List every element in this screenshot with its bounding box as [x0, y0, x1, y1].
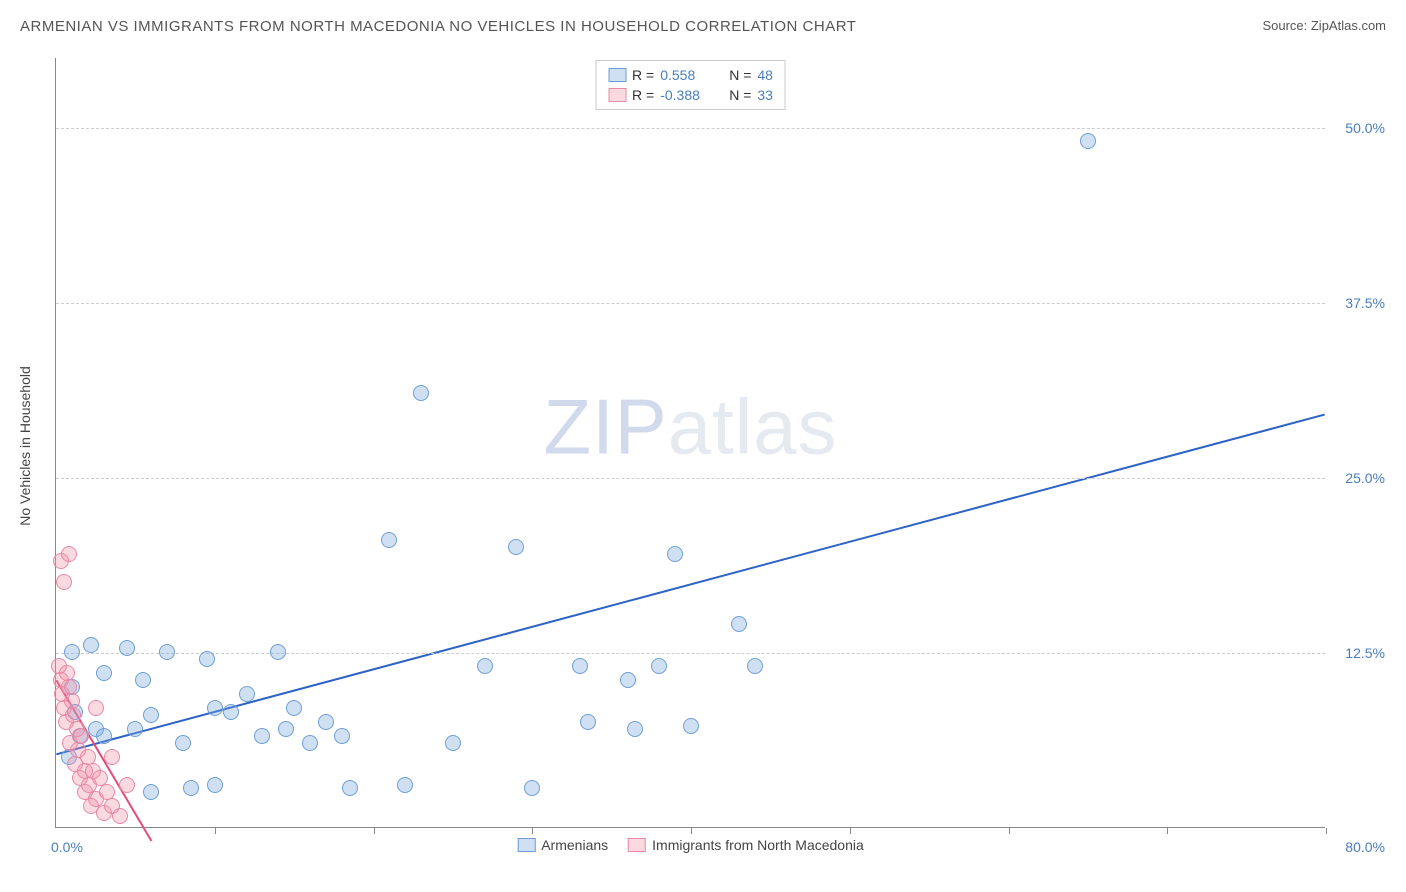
scatter-point: [731, 616, 747, 632]
scatter-point: [96, 728, 112, 744]
x-tick: [1326, 828, 1327, 834]
scatter-point: [83, 637, 99, 653]
series-legend: Armenians Immigrants from North Macedonia: [517, 837, 864, 853]
scatter-point: [302, 735, 318, 751]
legend-n-value: 48: [757, 67, 773, 83]
y-axis-label: No Vehicles in Household: [17, 366, 33, 526]
legend-r-label: R =: [632, 67, 654, 83]
series-legend-item: Armenians: [517, 837, 608, 853]
scatter-point: [334, 728, 350, 744]
scatter-point: [651, 658, 667, 674]
scatter-point: [286, 700, 302, 716]
scatter-point: [683, 718, 699, 734]
legend-row: R = 0.558 N = 48: [608, 65, 773, 85]
scatter-point: [270, 644, 286, 660]
legend-row: R = -0.388 N = 33: [608, 85, 773, 105]
legend-r-label: R =: [632, 87, 654, 103]
trend-line: [56, 415, 1324, 755]
scatter-point: [112, 808, 128, 824]
x-tick: [1167, 828, 1168, 834]
series-label: Immigrants from North Macedonia: [652, 837, 864, 853]
scatter-point: [278, 721, 294, 737]
legend-swatch: [608, 88, 626, 102]
scatter-point: [413, 385, 429, 401]
legend-n-label: N =: [729, 87, 751, 103]
scatter-point: [342, 780, 358, 796]
legend-r-value: 0.558: [660, 67, 715, 83]
scatter-point: [88, 700, 104, 716]
series-legend-item: Immigrants from North Macedonia: [628, 837, 864, 853]
scatter-point: [73, 728, 89, 744]
y-tick-label: 12.5%: [1330, 645, 1385, 661]
scatter-point: [524, 780, 540, 796]
scatter-point: [477, 658, 493, 674]
x-tick-end: 80.0%: [1330, 839, 1385, 855]
scatter-point: [183, 780, 199, 796]
scatter-point: [397, 777, 413, 793]
plot-area: ZIPatlas R =0.558N =48R =-0.388N =33 0.0…: [55, 58, 1325, 828]
scatter-point: [56, 574, 72, 590]
y-tick-label: 50.0%: [1330, 120, 1385, 136]
grid-h: [56, 128, 1325, 129]
scatter-point: [143, 784, 159, 800]
scatter-point: [127, 721, 143, 737]
scatter-point: [580, 714, 596, 730]
scatter-point: [96, 665, 112, 681]
scatter-point: [119, 640, 135, 656]
legend-swatch: [608, 68, 626, 82]
scatter-point: [143, 707, 159, 723]
x-tick: [374, 828, 375, 834]
legend-n-value: 33: [757, 87, 773, 103]
scatter-point: [159, 644, 175, 660]
x-tick: [1009, 828, 1010, 834]
scatter-point: [223, 704, 239, 720]
scatter-point: [199, 651, 215, 667]
scatter-point: [119, 777, 135, 793]
y-tick-label: 37.5%: [1330, 295, 1385, 311]
scatter-point: [572, 658, 588, 674]
scatter-point: [207, 700, 223, 716]
scatter-point: [1080, 133, 1096, 149]
legend-swatch: [628, 838, 646, 852]
legend-swatch: [517, 838, 535, 852]
scatter-point: [239, 686, 255, 702]
x-tick: [215, 828, 216, 834]
grid-h: [56, 303, 1325, 304]
scatter-point: [667, 546, 683, 562]
legend-n-label: N =: [729, 67, 751, 83]
source-label: Source: ZipAtlas.com: [1262, 18, 1386, 33]
scatter-point: [508, 539, 524, 555]
x-tick: [691, 828, 692, 834]
scatter-point: [254, 728, 270, 744]
grid-h: [56, 653, 1325, 654]
scatter-point: [747, 658, 763, 674]
series-label: Armenians: [541, 837, 608, 853]
scatter-point: [61, 546, 77, 562]
scatter-point: [318, 714, 334, 730]
y-tick-label: 25.0%: [1330, 470, 1385, 486]
scatter-point: [620, 672, 636, 688]
scatter-point: [175, 735, 191, 751]
scatter-point: [207, 777, 223, 793]
scatter-point: [381, 532, 397, 548]
x-tick: [532, 828, 533, 834]
scatter-point: [104, 749, 120, 765]
chart-title: ARMENIAN VS IMMIGRANTS FROM NORTH MACEDO…: [20, 18, 856, 35]
scatter-point: [135, 672, 151, 688]
x-tick: [850, 828, 851, 834]
trend-lines: [56, 58, 1325, 827]
scatter-point: [627, 721, 643, 737]
grid-h: [56, 478, 1325, 479]
scatter-point: [64, 644, 80, 660]
scatter-point: [445, 735, 461, 751]
legend-r-value: -0.388: [660, 87, 715, 103]
correlation-legend: R = 0.558 N = 48 R = -0.388 N = 33: [595, 60, 786, 110]
x-tick-start: 0.0%: [51, 839, 83, 855]
